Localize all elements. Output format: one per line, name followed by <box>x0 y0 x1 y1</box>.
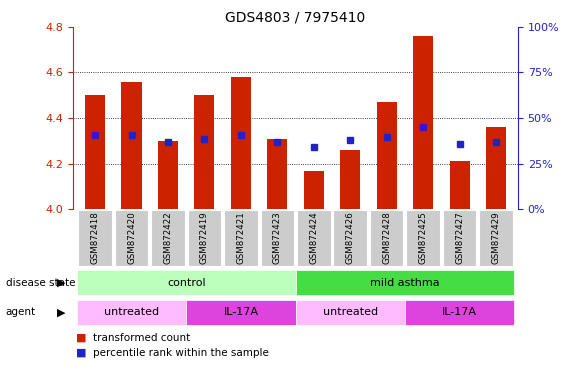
Text: percentile rank within the sample: percentile rank within the sample <box>93 348 269 358</box>
FancyBboxPatch shape <box>151 210 185 266</box>
Bar <box>267 139 287 209</box>
FancyBboxPatch shape <box>187 210 221 266</box>
Text: GSM872422: GSM872422 <box>163 211 172 264</box>
Bar <box>450 161 470 209</box>
Bar <box>85 95 105 209</box>
Text: untreated: untreated <box>323 307 378 317</box>
Text: ▶: ▶ <box>56 278 65 288</box>
Text: GSM872428: GSM872428 <box>382 211 391 264</box>
FancyBboxPatch shape <box>370 210 404 266</box>
FancyBboxPatch shape <box>406 210 440 266</box>
Bar <box>158 141 178 209</box>
FancyBboxPatch shape <box>261 210 294 266</box>
FancyBboxPatch shape <box>296 270 515 295</box>
FancyBboxPatch shape <box>186 300 296 324</box>
FancyBboxPatch shape <box>405 300 515 324</box>
Text: untreated: untreated <box>104 307 159 317</box>
Text: GSM872429: GSM872429 <box>491 211 501 264</box>
Text: GSM872419: GSM872419 <box>200 211 209 264</box>
Text: ■: ■ <box>76 348 87 358</box>
Bar <box>304 170 324 209</box>
Text: GSM872425: GSM872425 <box>419 211 428 264</box>
Text: GSM872424: GSM872424 <box>309 211 318 264</box>
Text: GSM872421: GSM872421 <box>236 211 245 264</box>
FancyBboxPatch shape <box>296 300 405 324</box>
Bar <box>231 77 251 209</box>
Bar <box>194 95 215 209</box>
Bar <box>377 102 397 209</box>
Text: agent: agent <box>6 307 36 317</box>
Text: GSM872423: GSM872423 <box>273 211 282 264</box>
FancyBboxPatch shape <box>78 210 112 266</box>
Text: GSM872420: GSM872420 <box>127 211 136 264</box>
FancyBboxPatch shape <box>297 210 330 266</box>
Title: GDS4803 / 7975410: GDS4803 / 7975410 <box>225 10 366 24</box>
Text: IL-17A: IL-17A <box>442 307 477 317</box>
FancyBboxPatch shape <box>115 210 148 266</box>
Text: transformed count: transformed count <box>93 333 190 343</box>
FancyBboxPatch shape <box>77 300 186 324</box>
FancyBboxPatch shape <box>479 210 513 266</box>
Text: ▶: ▶ <box>56 307 65 317</box>
Text: GSM872418: GSM872418 <box>91 211 100 264</box>
Bar <box>122 82 141 209</box>
Text: GSM872427: GSM872427 <box>455 211 464 264</box>
FancyBboxPatch shape <box>77 270 296 295</box>
Text: ■: ■ <box>76 333 87 343</box>
Bar <box>340 150 360 209</box>
Text: control: control <box>167 278 205 288</box>
Text: mild asthma: mild asthma <box>370 278 440 288</box>
FancyBboxPatch shape <box>224 210 258 266</box>
Bar <box>413 36 433 209</box>
FancyBboxPatch shape <box>443 210 476 266</box>
Text: GSM872426: GSM872426 <box>346 211 355 264</box>
Text: disease state: disease state <box>6 278 75 288</box>
FancyBboxPatch shape <box>333 210 367 266</box>
Text: IL-17A: IL-17A <box>224 307 258 317</box>
Bar <box>486 127 506 209</box>
